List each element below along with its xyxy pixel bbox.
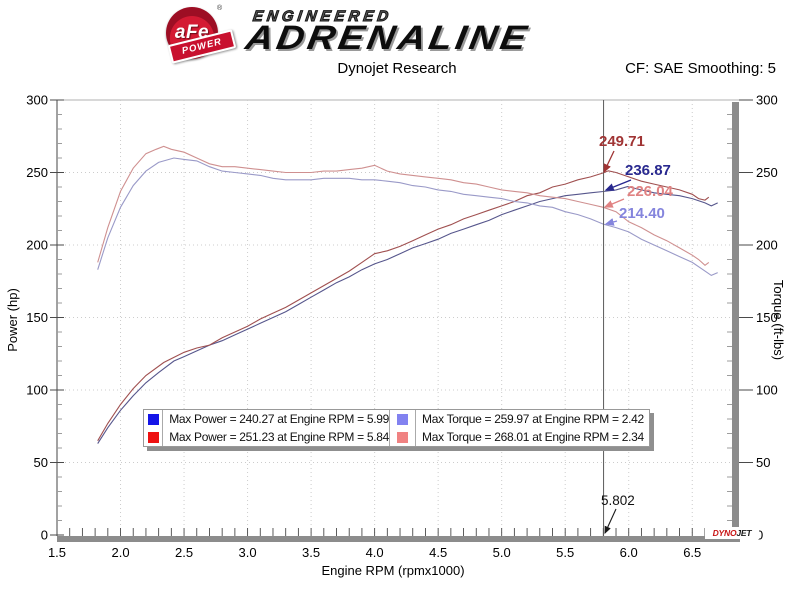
y-tick-label-left: 200 bbox=[26, 238, 48, 253]
legend-swatch bbox=[147, 413, 159, 425]
callout-value-torque-red: 226.04 bbox=[627, 183, 674, 200]
y-tick-label-right: 150 bbox=[756, 310, 778, 325]
cursor-annotation-arrow bbox=[604, 508, 617, 534]
legend-label: Max Torque = 259.97 at Engine RPM = 2.42 bbox=[422, 412, 644, 426]
y-tick-label-left: 100 bbox=[26, 383, 48, 398]
correction-factor-label: CF: SAE Smoothing: 5 bbox=[625, 60, 776, 77]
x-axis-bar bbox=[57, 536, 740, 542]
x-tick-label: 5.0 bbox=[493, 545, 511, 560]
y-tick-label-left: 300 bbox=[26, 93, 48, 108]
x-tick-label: 6.0 bbox=[620, 545, 638, 560]
y-tick-label-left: 250 bbox=[26, 165, 48, 180]
legend-swatch-cell bbox=[144, 428, 164, 446]
y-tick-label-left: 150 bbox=[26, 310, 48, 325]
x-tick-label: 6.5 bbox=[683, 545, 701, 560]
y-tick-label-left: 50 bbox=[34, 455, 48, 470]
chart-title: Dynojet Research bbox=[337, 60, 457, 77]
x-tick-label: 1.5 bbox=[48, 545, 66, 560]
callout-value-power-blue: 236.87 bbox=[625, 162, 671, 179]
callout-arrow-torque-red bbox=[603, 198, 625, 208]
y-tick-label-right: 0 bbox=[756, 528, 763, 543]
callout-value-power-red: 249.71 bbox=[599, 133, 645, 150]
callout-arrow-torque-blue bbox=[604, 218, 618, 226]
legend-box: Max Power = 240.27 at Engine RPM = 5.99 M… bbox=[143, 409, 650, 447]
x-tick-label: 2.0 bbox=[111, 545, 129, 560]
curve-torque-blue bbox=[97, 157, 718, 277]
y-tick-label-right: 300 bbox=[756, 93, 778, 108]
legend-label: Max Power = 251.23 at Engine RPM = 5.84 bbox=[169, 430, 389, 444]
x-tick-label: 2.5 bbox=[175, 545, 193, 560]
x-axis-title: Engine RPM (rpmx1000) bbox=[321, 563, 465, 578]
y-tick-label-right: 100 bbox=[756, 383, 778, 398]
registered-mark: ® bbox=[217, 5, 223, 12]
legend-swatch bbox=[147, 431, 159, 443]
callout-arrow-power-blue bbox=[604, 179, 632, 191]
legend-item: Max Torque = 268.01 at Engine RPM = 2.34 bbox=[390, 428, 649, 446]
legend-swatch bbox=[397, 413, 408, 425]
x-tick-label: 3.5 bbox=[302, 545, 320, 560]
curve-torque-red bbox=[97, 145, 710, 267]
legend-swatch-cell bbox=[390, 410, 416, 428]
dynojet-logo: DYNOJET bbox=[705, 527, 759, 539]
legend-swatch bbox=[397, 431, 408, 443]
dynojet-logo-jet: JET bbox=[736, 528, 752, 538]
legend-swatch-cell bbox=[144, 410, 164, 428]
cursor-rpm-value: 5.802 bbox=[601, 493, 635, 508]
y-tick-label-right: 250 bbox=[756, 165, 778, 180]
dynojet-logo-dyno: DYNO bbox=[712, 528, 737, 538]
x-tick-label: 3.0 bbox=[239, 545, 257, 560]
legend-item: Max Torque = 259.97 at Engine RPM = 2.42 bbox=[390, 410, 649, 428]
legend-label: Max Torque = 268.01 at Engine RPM = 2.34 bbox=[422, 430, 644, 444]
y-axis-bar-right bbox=[732, 102, 739, 542]
curve-power-red bbox=[97, 170, 710, 442]
legend-swatch-cell bbox=[390, 428, 416, 446]
callout-arrow-power-red bbox=[603, 150, 615, 174]
x-tick-label: 5.5 bbox=[556, 545, 574, 560]
legend-item: Max Power = 251.23 at Engine RPM = 5.84 bbox=[144, 428, 389, 446]
x-tick-label: 4.5 bbox=[429, 545, 447, 560]
y-tick-label-left: 0 bbox=[41, 528, 48, 543]
legend-column: Max Power = 240.27 at Engine RPM = 5.99 M… bbox=[144, 410, 390, 446]
x-tick-label: 4.0 bbox=[366, 545, 384, 560]
legend-item: Max Power = 240.27 at Engine RPM = 5.99 bbox=[144, 410, 389, 428]
legend-column: Max Torque = 259.97 at Engine RPM = 2.42… bbox=[390, 410, 649, 446]
y-tick-label-right: 50 bbox=[756, 455, 770, 470]
y-tick-label-right: 200 bbox=[756, 238, 778, 253]
legend-label: Max Power = 240.27 at Engine RPM = 5.99 bbox=[169, 412, 389, 426]
curve-power-blue bbox=[97, 186, 718, 444]
callout-value-torque-blue: 214.40 bbox=[619, 205, 665, 222]
